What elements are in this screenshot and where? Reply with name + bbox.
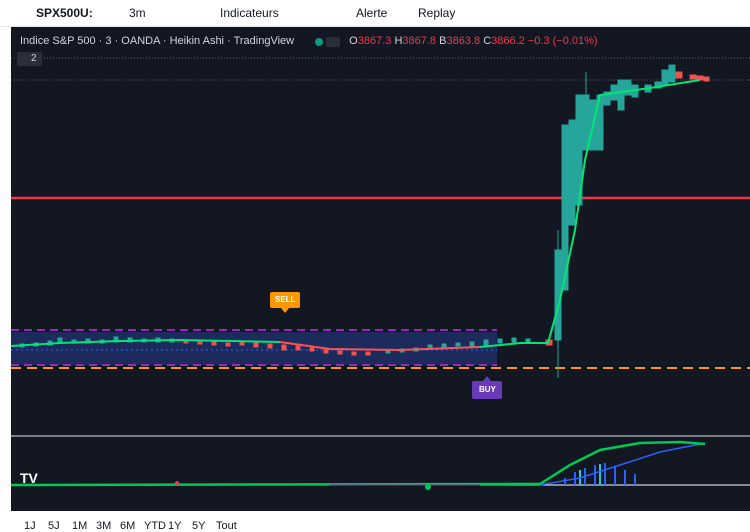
alert-button[interactable]: Alerte: [356, 6, 388, 20]
range-button[interactable]: 1Y: [168, 520, 182, 532]
range-button[interactable]: 5Y: [192, 520, 206, 532]
range-button[interactable]: 3M: [96, 520, 112, 532]
legend-title: Indice S&P 500 · 3 · OANDA · Heikin Ashi…: [20, 35, 295, 47]
range-button[interactable]: Tout: [216, 520, 237, 532]
replay-button[interactable]: Replay: [418, 6, 456, 20]
range-button[interactable]: 1J: [24, 520, 36, 532]
range-button[interactable]: 1M: [72, 520, 88, 532]
c-value: 3866.2: [491, 35, 525, 47]
symbol-logo: 500: [18, 9, 29, 15]
c-label: C: [483, 35, 492, 47]
range-button[interactable]: YTD: [144, 520, 166, 532]
range-button[interactable]: 6M: [120, 520, 136, 532]
legend: Indice S&P 500 · 3 · OANDA · Heikin Ashi…: [20, 35, 598, 47]
change: −0.3 (−0.01%): [527, 35, 598, 47]
tv-logo: TV: [20, 470, 39, 486]
collapse-count[interactable]: 2: [31, 53, 37, 64]
badge: 1: [1, 0, 6, 9]
range-bar: 1J 5J 1M 3M 6M YTD 1Y 5Y Tout: [0, 511, 750, 532]
indicators-button[interactable]: Indicateurs: [220, 6, 279, 20]
h-label: H: [394, 35, 403, 47]
toolbar: 1 500 SPX500U: 3m Indicateurs Alerte Rep…: [0, 0, 750, 27]
b-label: B: [439, 35, 447, 47]
interval[interactable]: 3m: [129, 6, 146, 20]
range-button[interactable]: 5J: [48, 520, 60, 532]
b-value: 3863.8: [446, 35, 481, 47]
o-label: O: [349, 35, 358, 47]
symbol[interactable]: SPX500U:: [36, 6, 93, 20]
buy-signal: BUY: [479, 385, 496, 394]
h-value: 3867.8: [402, 35, 437, 47]
o-value: 3867.3: [357, 35, 392, 47]
sell-signal: SELL: [275, 295, 296, 304]
